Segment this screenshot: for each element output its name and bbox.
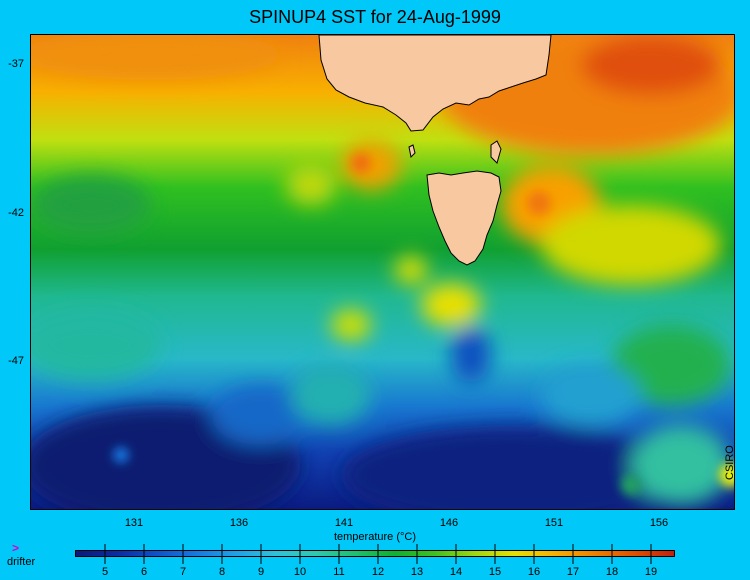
colorbar	[75, 550, 675, 557]
lon-label: 136	[229, 517, 249, 529]
lon-label: 131	[124, 517, 144, 529]
lon-label: 146	[439, 517, 459, 529]
colorbar-tick-label: 17	[566, 566, 580, 578]
colorbar-tick-label: 12	[371, 566, 385, 578]
australia-land	[318, 35, 552, 132]
sst-map[interactable]	[30, 34, 735, 510]
lon-label: 156	[649, 517, 669, 529]
colorbar-tick-label: 7	[179, 566, 187, 578]
tasmania-land	[426, 170, 502, 266]
colorbar-tick-label: 5	[101, 566, 109, 578]
credit-label: CSIRO	[724, 445, 736, 480]
colorbar-tick-label: 13	[410, 566, 424, 578]
colorbar-tick-label: 18	[605, 566, 619, 578]
colorbar-tick-label: 11	[333, 566, 345, 578]
lat-label: -37	[8, 58, 24, 70]
sst-field	[31, 35, 734, 509]
colorbar-tick-label: 19	[644, 566, 658, 578]
sst-small-eddies	[113, 153, 734, 495]
colorbar-tick-label: 9	[257, 566, 265, 578]
drifter-legend-label: drifter	[7, 556, 36, 568]
lon-label: 151	[544, 517, 564, 529]
colorbar-title: temperature (°C)	[333, 531, 417, 543]
lat-label: -42	[8, 207, 24, 219]
bass-strait-islands	[408, 140, 502, 164]
colorbar-ticks	[104, 544, 652, 564]
drifter-marker-icon: >	[12, 541, 20, 555]
colorbar-tick-label: 10	[293, 566, 307, 578]
map-title: SPINUP4 SST for 24-Aug-1999	[249, 7, 501, 27]
colorbar-tick-label: 6	[140, 566, 148, 578]
colorbar-tick-label: 8	[218, 566, 226, 578]
colorbar-tick-label: 15	[488, 566, 502, 578]
colorbar-tick-label: 14	[449, 566, 463, 578]
lon-label: 141	[334, 517, 354, 529]
lat-label: -47	[8, 355, 24, 367]
sst-eddies	[31, 35, 734, 509]
colorbar-tick-label: 16	[527, 566, 541, 578]
